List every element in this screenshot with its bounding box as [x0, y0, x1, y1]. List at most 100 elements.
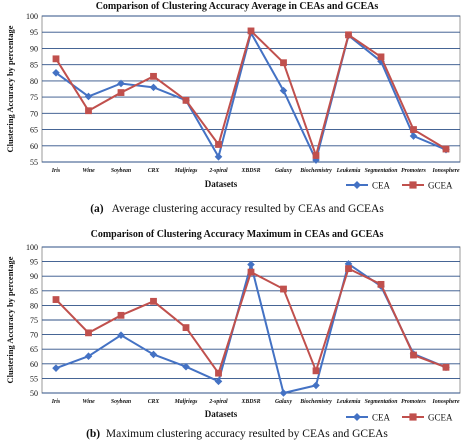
- data-point-cea: [214, 377, 223, 386]
- data-point-cea: [312, 381, 320, 390]
- x-tick-label: CRX: [148, 168, 160, 174]
- y-tick-label: 85: [30, 287, 38, 296]
- legend-marker: [409, 181, 417, 189]
- y-tick-label: 75: [30, 316, 38, 325]
- data-point-cea: [312, 156, 320, 164]
- caption-text: Average clustering accuracy resulted by …: [111, 203, 384, 215]
- data-point-gcea: [182, 324, 190, 331]
- data-point-gcea: [52, 296, 60, 303]
- x-tick-label: Iris: [51, 168, 61, 174]
- x-tick-label: Wine: [82, 168, 95, 174]
- x-tick-label: Iris: [51, 399, 61, 405]
- chart-title: Comparison of Clustering Accuracy Averag…: [95, 1, 379, 12]
- x-tick-label: Wine: [82, 399, 95, 405]
- figure-caption: (a) Average clustering accuracy resulted…: [0, 203, 474, 215]
- data-point-gcea: [117, 89, 125, 96]
- y-tick-label: 60: [30, 360, 38, 369]
- legend-label: CEA: [372, 413, 391, 423]
- data-point-cea: [214, 153, 223, 161]
- data-point-cea: [52, 364, 60, 372]
- data-point-gcea: [247, 268, 255, 276]
- data-point-cea: [149, 83, 158, 92]
- data-point-gcea: [280, 285, 287, 293]
- x-axis-title: Datasets: [205, 409, 238, 419]
- data-point-gcea: [345, 31, 352, 39]
- chart-b: 50 55 60 65 70 75 80 85 90 95 100 Iris Wine Soybean CR…: [5, 243, 461, 423]
- y-tick-label: 80: [30, 77, 38, 86]
- y-tick-label: 75: [30, 93, 38, 102]
- data-point-gcea: [182, 96, 190, 104]
- legend-marker: [409, 413, 417, 421]
- y-tick-label: 95: [30, 28, 38, 37]
- y-tick-label: 55: [30, 374, 38, 383]
- x-tick-label: Soybean: [111, 168, 131, 174]
- caption-label: (b): [86, 428, 101, 440]
- data-point-cea: [84, 352, 93, 361]
- y-tick-label: 90: [30, 272, 38, 281]
- data-point-gcea: [117, 311, 125, 319]
- data-point-cea: [409, 132, 418, 140]
- data-point-gcea: [85, 107, 92, 115]
- x-tick-label: Ionosphere: [431, 168, 459, 174]
- x-tick-label: Segmentation: [365, 168, 398, 174]
- x-tick-label: CRX: [148, 399, 160, 405]
- y-tick-label: 100: [26, 243, 38, 252]
- y-tick-label: 60: [30, 142, 38, 151]
- y-tick-label: 50: [30, 389, 38, 398]
- x-tick-label: Biochemistry: [299, 168, 332, 174]
- data-point-gcea: [377, 280, 385, 288]
- chart-title: Comparison of Clustering Accuracy Maximu…: [90, 229, 384, 240]
- x-tick-label: Ionosphere: [431, 399, 459, 405]
- data-point-cea: [279, 389, 288, 397]
- x-axis-title: Datasets: [205, 179, 238, 189]
- x-tick-label: Soybean: [111, 399, 131, 405]
- x-tick-label: XBDSR: [240, 399, 260, 405]
- data-point-gcea: [410, 351, 417, 359]
- x-tick-label: XBDSR: [240, 168, 260, 174]
- data-point-gcea: [312, 152, 320, 159]
- y-tick-label: 55: [30, 158, 38, 167]
- x-tick-label: Segmentation: [365, 399, 398, 405]
- data-point-gcea: [215, 369, 222, 377]
- legend-label: GCEA: [428, 413, 453, 423]
- y-tick-label: 65: [30, 126, 38, 135]
- y-tick-label: 70: [30, 109, 38, 118]
- data-point-gcea: [52, 55, 60, 63]
- legend-label: CEA: [372, 181, 391, 191]
- caption-text: Maximum clustering accuracy resulted by …: [105, 428, 388, 440]
- y-axis-title: Clustering Accuracy by percentage: [5, 25, 15, 152]
- x-tick-label: Biochemistry: [299, 399, 332, 405]
- data-point-gcea: [410, 126, 417, 133]
- data-point-gcea: [215, 141, 222, 148]
- figure-caption: (b) Maximum clustering accuracy resulted…: [0, 428, 474, 440]
- x-tick-label: Leukemia: [336, 168, 361, 174]
- plot-area: [41, 15, 461, 163]
- x-tick-label: Leukemia: [336, 399, 361, 405]
- x-tick-label: Promoters: [401, 399, 427, 405]
- y-tick-label: 70: [30, 331, 38, 340]
- data-point-gcea: [345, 265, 352, 273]
- data-point-gcea: [280, 59, 287, 67]
- x-tick-label: Promoters: [401, 168, 427, 174]
- caption-label: (a): [90, 203, 104, 215]
- data-point-cea: [182, 362, 190, 371]
- y-tick-label: 65: [30, 345, 38, 354]
- x-tick-label: Maljriegs: [174, 168, 199, 174]
- data-point-cea: [279, 86, 288, 95]
- data-point-gcea: [150, 72, 157, 80]
- y-tick-label: 95: [30, 258, 38, 267]
- data-point-cea: [52, 68, 60, 77]
- x-tick-label: 2-spiral: [208, 399, 228, 405]
- y-axis-title: Clustering Accuracy by percentage: [5, 256, 15, 383]
- data-point-gcea: [377, 53, 385, 61]
- legend-label: GCEA: [428, 181, 453, 191]
- x-tick-label: Galaxy: [275, 168, 292, 174]
- data-point-cea: [117, 79, 125, 88]
- data-point-gcea: [150, 297, 157, 305]
- y-tick-label: 90: [30, 44, 38, 53]
- chart-a: 55 60 65 70 75 80 85 90 95 100 Iris Wine Soybean CRX M…: [5, 12, 461, 191]
- data-point-gcea: [312, 367, 320, 375]
- y-tick-label: 80: [30, 301, 38, 310]
- legend-marker: [353, 181, 361, 189]
- y-tick-label: 85: [30, 61, 38, 70]
